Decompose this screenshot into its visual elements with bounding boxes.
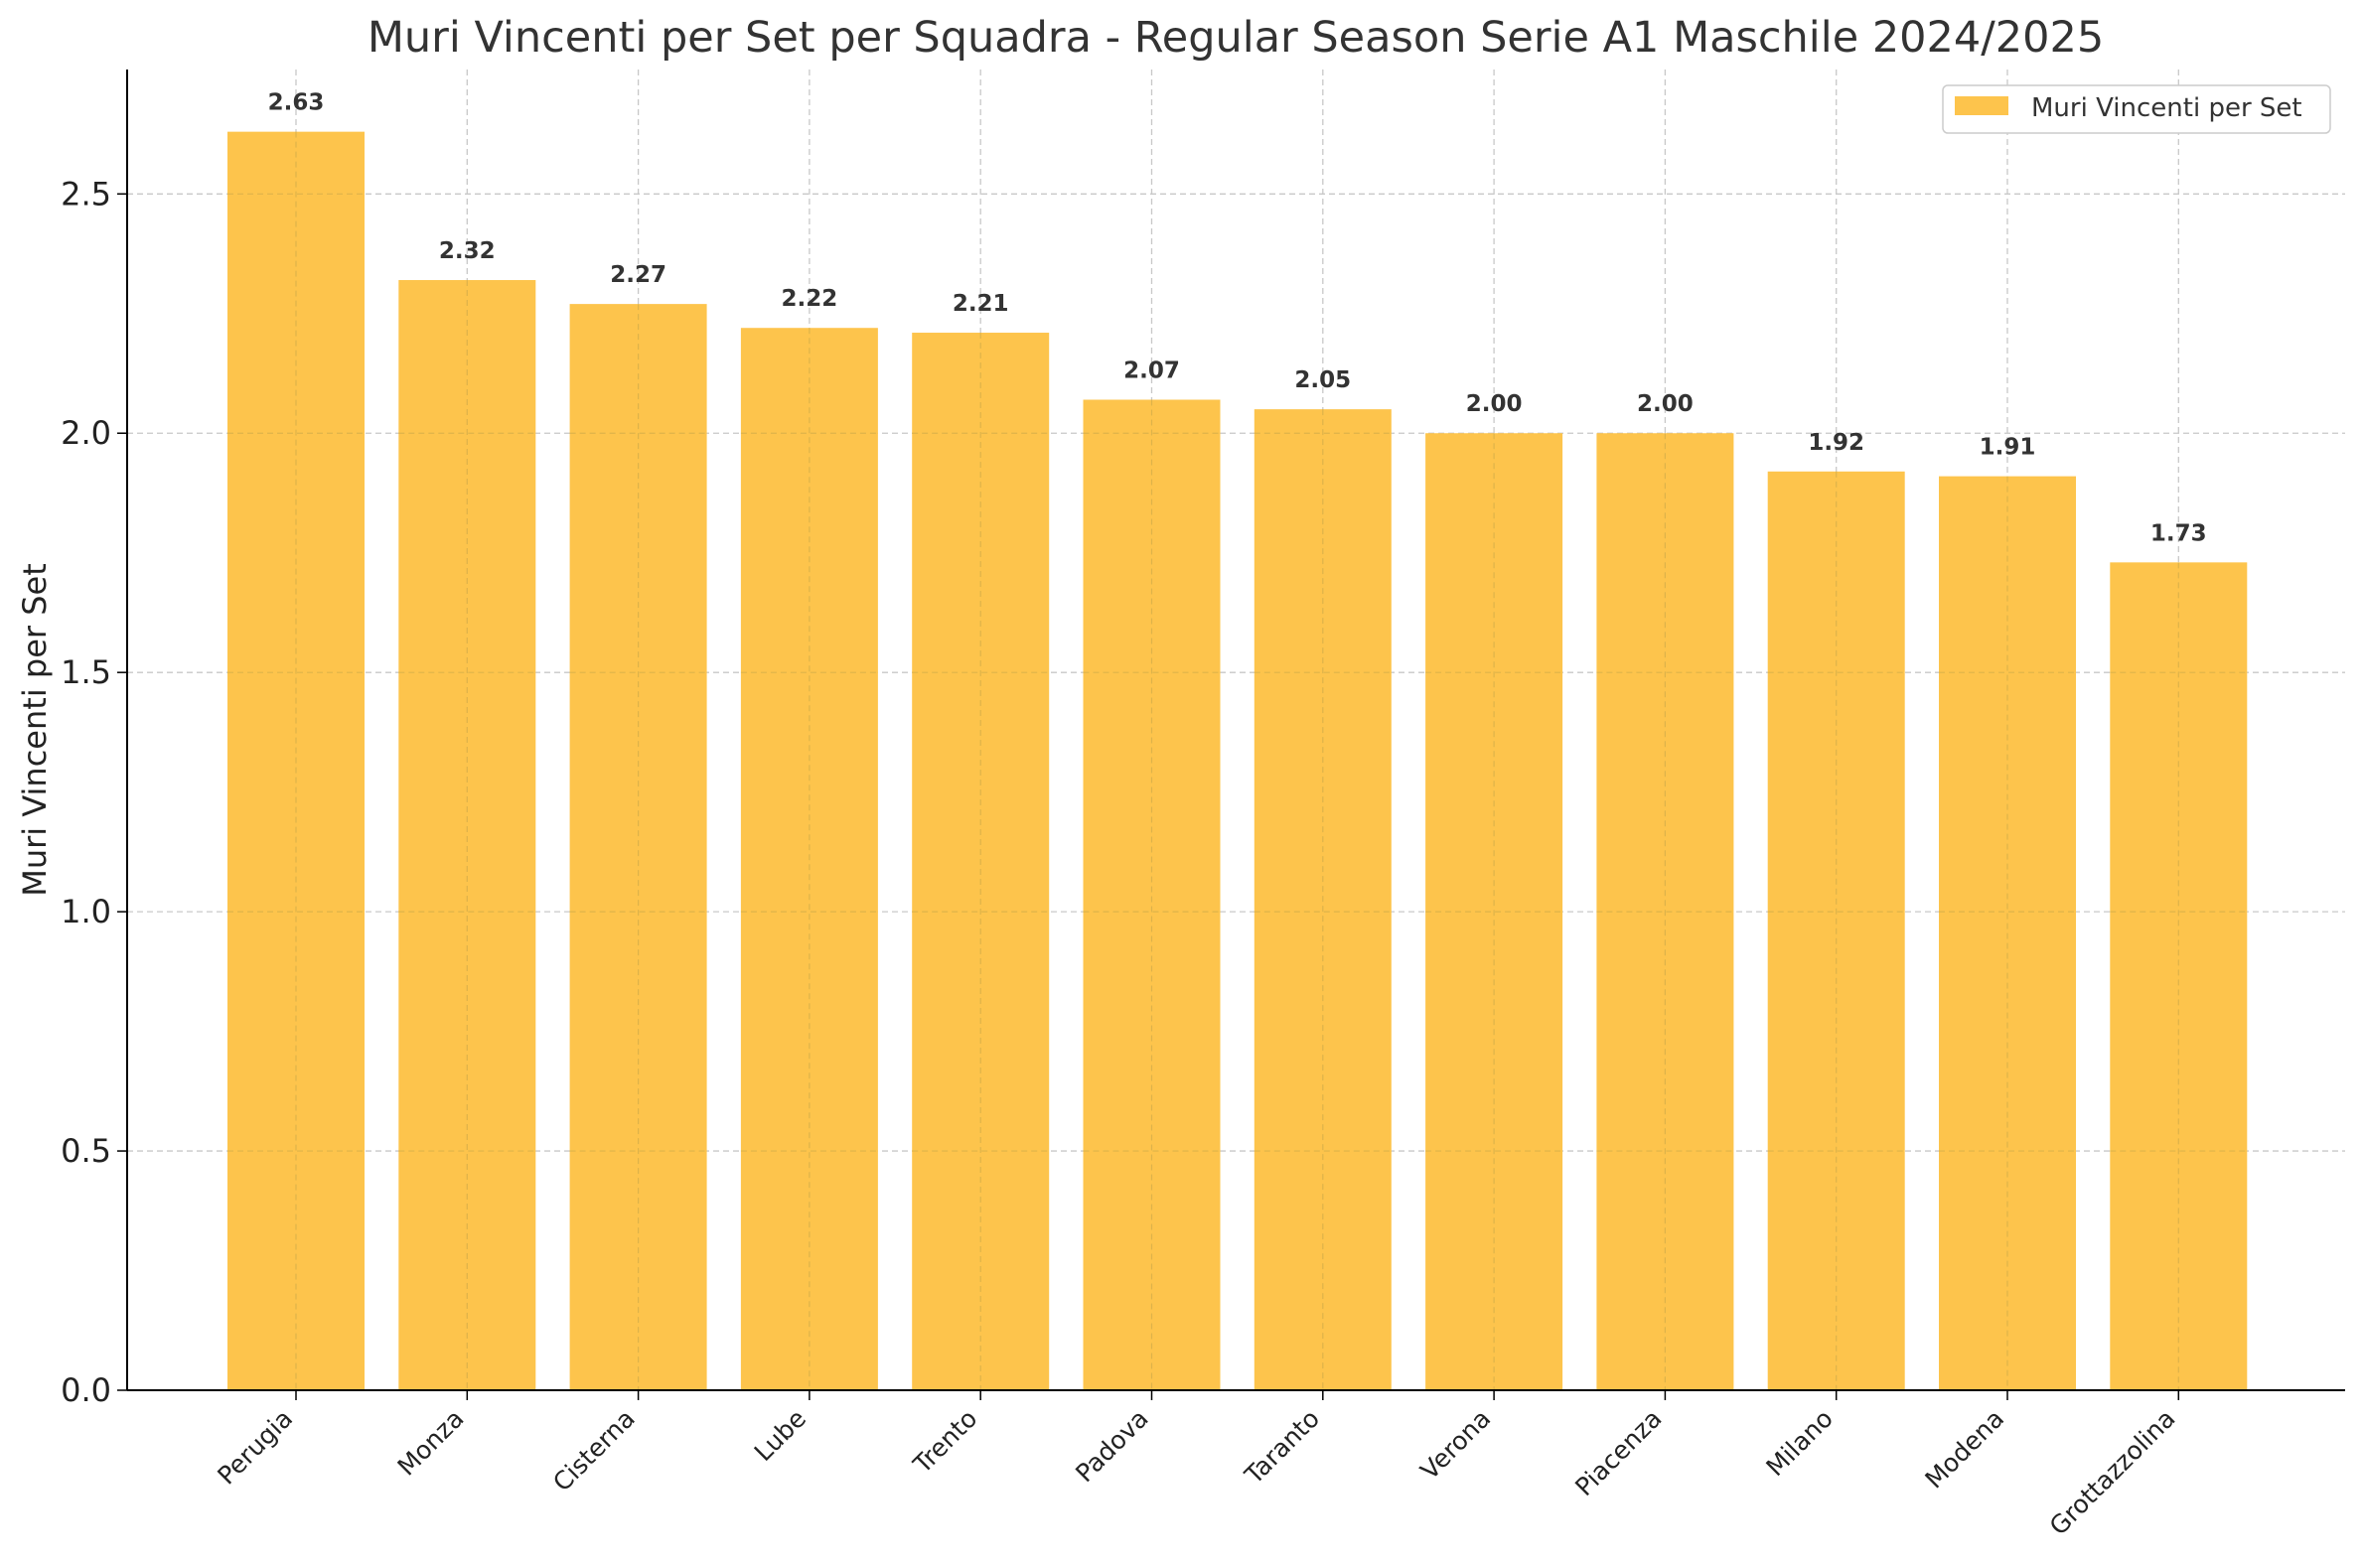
data-labels: 2.63 2.32 2.27 2.22 2.21 2.07 2.05 2.00 2.00 1.92… <box>268 90 2207 547</box>
y-tick-label: 0.0 <box>61 1371 111 1409</box>
y-tick-label: 1.5 <box>61 653 111 691</box>
x-tick-label: Trento <box>907 1404 982 1480</box>
legend: Muri Vincenti per Set <box>1942 84 2331 134</box>
chart-title: Muri Vincenti per Set per Squadra - Regu… <box>368 13 2104 63</box>
data-label: 2.21 <box>953 291 1009 317</box>
x-tick-label: Verona <box>1415 1404 1497 1486</box>
x-tick-label: Modena <box>1920 1404 2010 1495</box>
y-tick-label: 2.5 <box>61 175 111 213</box>
data-label: 2.32 <box>439 238 496 264</box>
x-tick-label: Monza <box>392 1404 470 1482</box>
x-tick-label: Lube <box>749 1404 812 1467</box>
x-tick-label: Taranto <box>1239 1404 1325 1491</box>
x-tick-label: Cisterna <box>547 1404 641 1497</box>
x-tick-label: Padova <box>1070 1404 1154 1489</box>
x-tick-label: Milano <box>1761 1404 1839 1482</box>
y-axis-label: Muri Vincenti per Set <box>16 563 54 897</box>
data-label: 2.63 <box>268 90 325 116</box>
y-tick-label: 1.0 <box>61 893 111 930</box>
legend-label: Muri Vincenti per Set <box>2031 93 2302 123</box>
data-label: 2.22 <box>782 286 838 312</box>
data-label: 1.91 <box>1980 435 2036 461</box>
x-tick-label: Piacenza <box>1569 1404 1667 1501</box>
data-label: 2.27 <box>610 262 666 288</box>
bars <box>227 131 2248 1391</box>
x-tick-label: Perugia <box>212 1404 298 1491</box>
legend-swatch <box>1955 96 2008 115</box>
data-label: 2.00 <box>1466 391 1523 417</box>
bar <box>1083 399 1221 1390</box>
data-label: 1.92 <box>1808 430 1864 456</box>
y-tick-label: 2.0 <box>61 414 111 452</box>
data-label: 2.05 <box>1294 367 1351 393</box>
data-label: 2.07 <box>1123 358 1180 384</box>
x-tick-label: Grottazzolina <box>2044 1404 2181 1541</box>
data-label: 2.00 <box>1637 391 1694 417</box>
legend-frame <box>1942 84 2331 134</box>
data-label: 1.73 <box>2150 520 2207 546</box>
y-tick-label: 0.5 <box>61 1132 111 1170</box>
